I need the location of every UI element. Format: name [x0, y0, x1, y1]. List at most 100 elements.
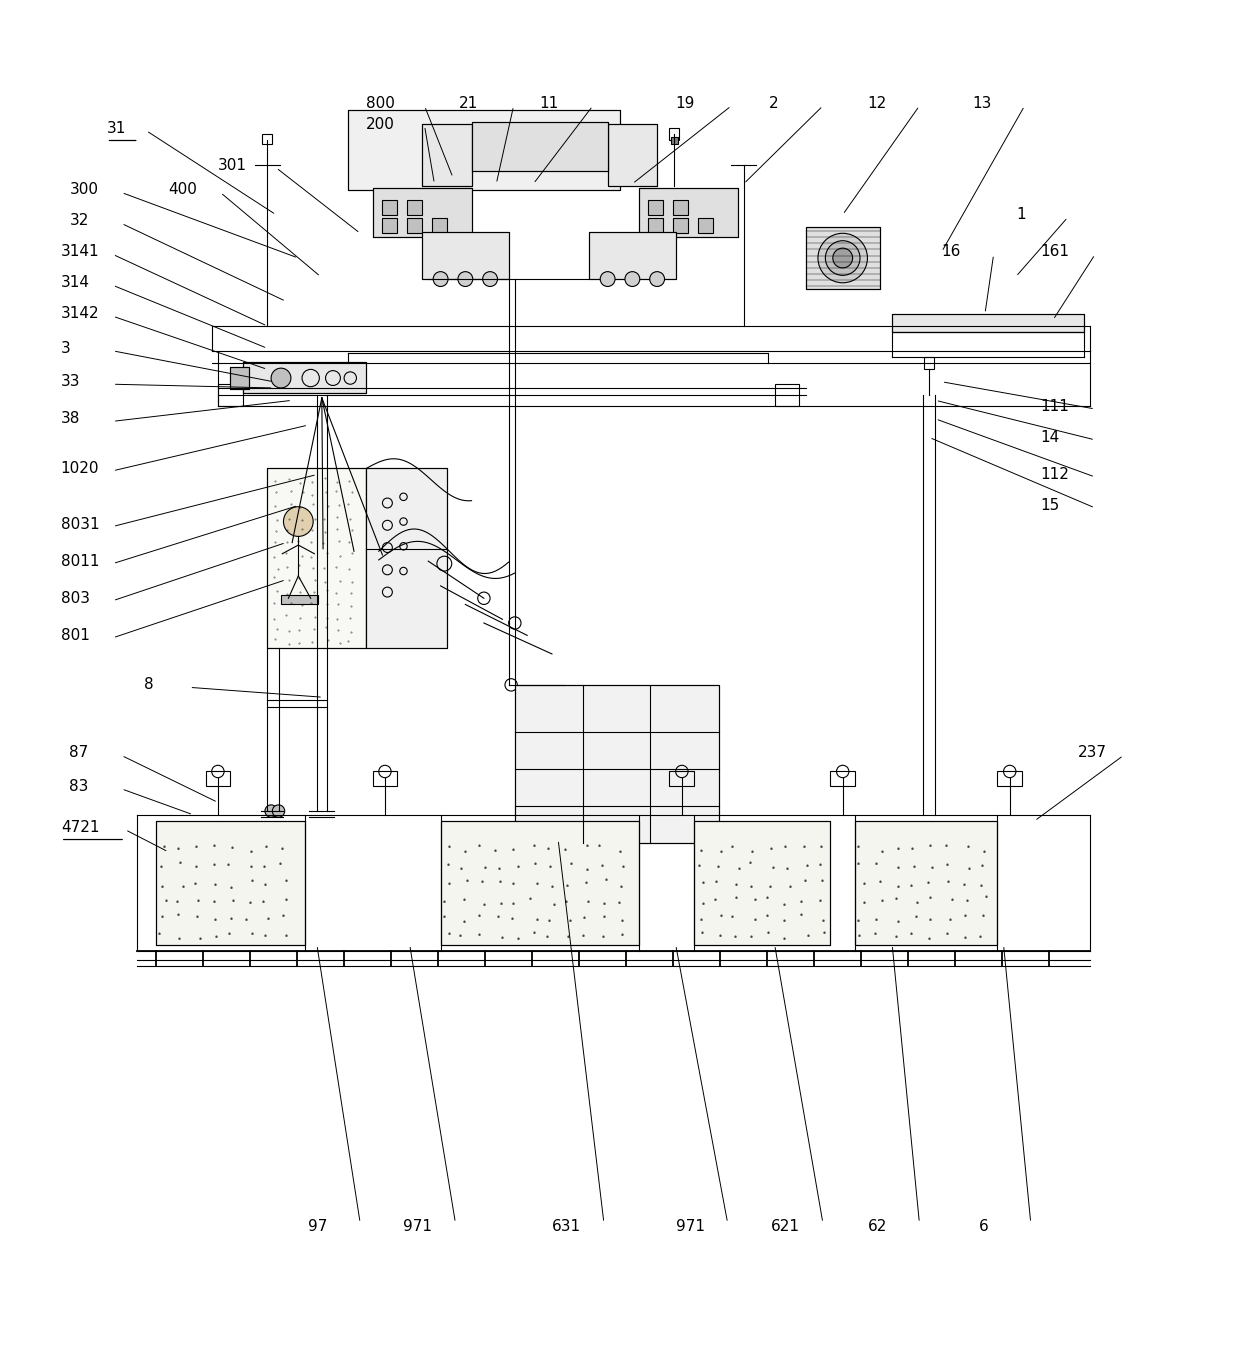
Bar	[649, 218, 663, 233]
Text: 161: 161	[1040, 245, 1070, 260]
Text: 1020: 1020	[61, 461, 99, 476]
Text: 301: 301	[218, 157, 247, 172]
Bar	[382, 218, 397, 233]
Bar	[440, 820, 639, 944]
Bar	[372, 187, 471, 237]
Bar	[422, 124, 471, 186]
Bar	[515, 685, 719, 843]
Bar	[893, 313, 1084, 332]
Bar	[268, 468, 366, 648]
Bar	[639, 187, 738, 237]
Bar	[856, 820, 997, 944]
Text: 87: 87	[69, 745, 89, 760]
Circle shape	[818, 233, 868, 282]
Bar	[639, 187, 738, 237]
Bar	[366, 468, 446, 648]
Circle shape	[284, 507, 314, 537]
Circle shape	[826, 241, 861, 276]
Text: 33: 33	[61, 374, 81, 389]
Bar	[698, 218, 713, 233]
Circle shape	[625, 272, 640, 286]
Text: 3: 3	[61, 340, 71, 356]
Bar	[422, 233, 508, 278]
Circle shape	[833, 247, 853, 268]
Circle shape	[433, 272, 448, 286]
Bar	[366, 468, 446, 648]
Bar	[422, 124, 471, 186]
Bar	[281, 594, 319, 604]
Bar	[670, 128, 680, 140]
Text: 801: 801	[61, 628, 89, 643]
Bar	[231, 367, 249, 389]
Text: 8031: 8031	[61, 516, 99, 531]
Text: 237: 237	[1078, 745, 1107, 760]
Text: 8011: 8011	[61, 554, 99, 569]
Text: 3142: 3142	[61, 307, 99, 321]
Circle shape	[482, 272, 497, 286]
Text: 6: 6	[978, 1220, 988, 1235]
Bar	[382, 200, 397, 215]
Text: 200: 200	[366, 117, 396, 132]
Text: 16: 16	[941, 245, 961, 260]
Text: 111: 111	[1040, 399, 1070, 414]
Bar	[694, 820, 831, 944]
Text: 314: 314	[61, 276, 89, 291]
Bar	[608, 124, 657, 186]
Bar	[806, 227, 880, 289]
Text: 803: 803	[61, 590, 89, 605]
Text: 2: 2	[769, 95, 777, 110]
Text: 4721: 4721	[61, 819, 99, 835]
Text: 621: 621	[771, 1220, 800, 1235]
Bar	[156, 820, 305, 944]
Text: 14: 14	[1040, 430, 1060, 445]
Bar	[608, 124, 657, 186]
Circle shape	[272, 369, 291, 387]
Bar	[893, 313, 1084, 332]
Bar	[156, 820, 305, 944]
Text: 83: 83	[69, 779, 89, 794]
Circle shape	[458, 272, 472, 286]
Bar	[268, 468, 366, 648]
Bar	[263, 134, 273, 144]
Bar	[775, 385, 800, 406]
Bar	[243, 362, 366, 393]
Text: 97: 97	[309, 1220, 327, 1235]
Text: 8: 8	[144, 678, 154, 693]
Bar	[673, 200, 688, 215]
Bar	[649, 200, 663, 215]
Bar	[589, 233, 676, 278]
Bar	[231, 367, 249, 389]
Bar	[673, 218, 688, 233]
Text: 13: 13	[972, 95, 992, 110]
Bar	[997, 772, 1022, 787]
Circle shape	[650, 272, 665, 286]
Text: 300: 300	[69, 183, 98, 198]
Bar	[471, 122, 608, 171]
Text: 11: 11	[539, 95, 559, 110]
Circle shape	[273, 804, 285, 818]
Bar	[440, 820, 639, 944]
Text: 112: 112	[1040, 467, 1070, 482]
Bar	[407, 200, 422, 215]
Bar	[422, 233, 508, 278]
Text: 32: 32	[69, 214, 89, 229]
Text: 62: 62	[868, 1220, 887, 1235]
Text: 971: 971	[403, 1220, 433, 1235]
Bar	[432, 218, 446, 233]
Text: 631: 631	[552, 1220, 582, 1235]
Text: 12: 12	[868, 95, 887, 110]
Text: 3141: 3141	[61, 245, 99, 260]
Text: 15: 15	[1040, 498, 1060, 512]
Bar	[671, 137, 678, 144]
Bar	[806, 227, 880, 289]
Text: 19: 19	[676, 95, 696, 110]
Bar	[206, 772, 231, 787]
Bar	[407, 218, 422, 233]
Text: 971: 971	[676, 1220, 704, 1235]
Bar	[243, 362, 366, 393]
Text: 400: 400	[169, 183, 197, 198]
Bar	[515, 685, 719, 843]
Text: 31: 31	[107, 121, 126, 136]
Bar	[471, 122, 608, 171]
Bar	[670, 772, 694, 787]
